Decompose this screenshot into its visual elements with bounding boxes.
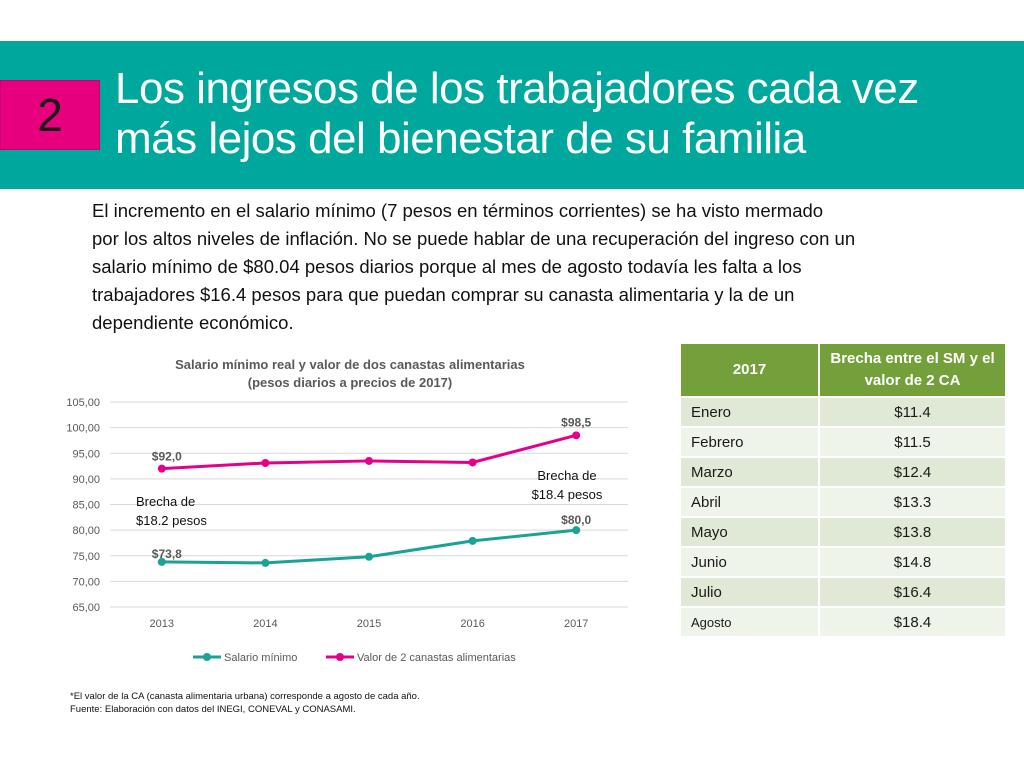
row-month: Agosto: [679, 606, 820, 638]
row-value: $16.4: [818, 576, 1007, 608]
row-month: Marzo: [679, 456, 820, 488]
chart-legend: Salario mínimo Valor de 2 canastas alime…: [193, 652, 516, 664]
legend-label-salario: Salario mínimo: [224, 652, 297, 664]
data-label: $73,8: [152, 547, 182, 561]
slide-number-badge: 2: [0, 80, 100, 150]
data-point-salario-minimo: [157, 557, 166, 566]
legend-marker-salario: [203, 653, 211, 661]
header-gap-line-2: valor de 2 CA: [864, 372, 961, 389]
data-point-canastas: [157, 464, 166, 473]
chart-title: Salario mínimo real y valor de dos canas…: [175, 357, 525, 372]
y-tick-label: 80,00: [72, 525, 100, 537]
data-label: $92,0: [152, 450, 182, 464]
x-tick-label: 2014: [253, 618, 277, 630]
table-row: Enero $11.4: [679, 396, 1007, 428]
slide-title-line-1: Los ingresos de los trabajadores cada ve…: [115, 64, 919, 113]
intro-line: El incremento en el salario mínimo (7 pe…: [92, 200, 824, 221]
header-gap: Brecha entre el SM y el valor de 2 CA: [818, 342, 1007, 398]
intro-line: salario mínimo de $80.04 pesos diarios p…: [92, 256, 802, 277]
row-month: Junio: [679, 546, 820, 578]
slide-title-line-2: más lejos del bienestar de su familia: [115, 114, 806, 163]
legend-marker-canastas: [336, 653, 344, 661]
header-year: 2017: [679, 342, 820, 398]
data-point-canastas: [365, 456, 373, 465]
x-tick-label: 2015: [357, 618, 381, 630]
row-month: Julio: [679, 576, 820, 608]
annotation-right-line-2: $18.4 pesos: [532, 487, 603, 502]
intro-paragraph: El incremento en el salario mínimo (7 pe…: [92, 197, 962, 337]
row-month: Febrero: [679, 426, 820, 458]
intro-line: por los altos niveles de inflación. No s…: [92, 228, 856, 249]
intro-line: dependiente económico.: [92, 312, 294, 333]
data-point-canastas: [572, 431, 581, 440]
x-tick-label: 2013: [150, 618, 174, 630]
annotation-left-line-1: Brecha de: [136, 494, 195, 509]
data-point-salario-minimo: [365, 552, 373, 561]
row-value: $18.4: [818, 606, 1007, 638]
y-tick-label: 75,00: [72, 551, 100, 563]
chart-canvas: Salario mínimo real y valor de dos canas…: [66, 357, 628, 664]
row-value: $11.5: [818, 426, 1007, 458]
table-row: Febrero $11.5: [679, 426, 1007, 458]
gap-table: 2017 Brecha entre el SM y el valor de 2 …: [679, 342, 1007, 638]
data-label: $98,5: [561, 415, 591, 429]
gap-table-header: 2017 Brecha entre el SM y el valor de 2 …: [679, 342, 1007, 398]
table-row: Agosto $18.4: [679, 606, 1007, 638]
data-label: $80,0: [561, 513, 591, 527]
data-point-salario-minimo: [261, 558, 270, 567]
line-chart: Salario mínimo real y valor de dos canas…: [30, 345, 640, 680]
row-value: $13.3: [818, 486, 1007, 518]
data-point-salario-minimo: [468, 536, 477, 545]
table-row: Junio $14.8: [679, 546, 1007, 578]
row-value: $11.4: [818, 396, 1007, 428]
data-point-canastas: [261, 458, 270, 467]
row-month: Enero: [679, 396, 820, 428]
row-month: Mayo: [679, 516, 820, 548]
data-point-salario-minimo: [572, 526, 581, 535]
table-row: Abril $13.3: [679, 486, 1007, 518]
table-row: Mayo $13.8: [679, 516, 1007, 548]
footnotes: *El valor de la CA (canasta alimentaria …: [70, 690, 420, 716]
y-tick-label: 65,00: [72, 602, 100, 614]
data-point-canastas: [468, 458, 477, 467]
footnote-line-1: *El valor de la CA (canasta alimentaria …: [70, 691, 420, 702]
annotation-left-line-2: $18.2 pesos: [136, 513, 207, 528]
y-tick-label: 85,00: [72, 500, 100, 512]
table-row: Julio $16.4: [679, 576, 1007, 608]
title-banner: [0, 41, 1024, 189]
row-value: $13.8: [818, 516, 1007, 548]
slide-title: Los ingresos de los trabajadores cada ve…: [115, 64, 1015, 164]
row-value: $12.4: [818, 456, 1007, 488]
footnote-line-2: Fuente: Elaboración con datos del INEGI,…: [70, 704, 356, 715]
chart-subtitle: (pesos diarios a precios de 2017): [248, 375, 452, 390]
x-tick-label: 2017: [564, 618, 588, 630]
annotation-right-line-1: Brecha de: [537, 468, 596, 483]
y-tick-label: 105,00: [66, 397, 100, 409]
y-tick-label: 90,00: [72, 474, 100, 486]
row-value: $14.8: [818, 546, 1007, 578]
header-gap-line-1: Brecha entre el SM y el: [830, 350, 995, 367]
row-month: Abril: [679, 486, 820, 518]
intro-line: trabajadores $16.4 pesos para que puedan…: [92, 284, 795, 305]
y-tick-label: 70,00: [72, 576, 100, 588]
legend-label-canastas: Valor de 2 canastas alimentarias: [357, 652, 516, 664]
table-row: Marzo $12.4: [679, 456, 1007, 488]
y-tick-label: 95,00: [72, 448, 100, 460]
x-tick-label: 2016: [460, 618, 484, 630]
y-tick-label: 100,00: [66, 423, 100, 435]
